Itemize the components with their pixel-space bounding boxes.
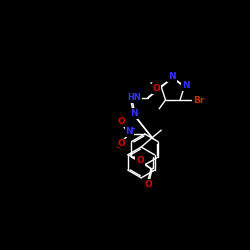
Text: N: N (130, 109, 137, 118)
Text: Br: Br (193, 96, 204, 104)
Text: O: O (144, 180, 152, 189)
Text: +: + (130, 126, 136, 132)
Text: N: N (168, 72, 176, 82)
Text: -: - (116, 145, 119, 151)
Text: O: O (117, 140, 125, 148)
Text: N: N (182, 81, 190, 90)
Text: O: O (153, 84, 160, 93)
Text: O: O (136, 156, 144, 166)
Text: N: N (126, 127, 133, 136)
Text: HN: HN (127, 93, 141, 102)
Text: O: O (117, 117, 125, 126)
